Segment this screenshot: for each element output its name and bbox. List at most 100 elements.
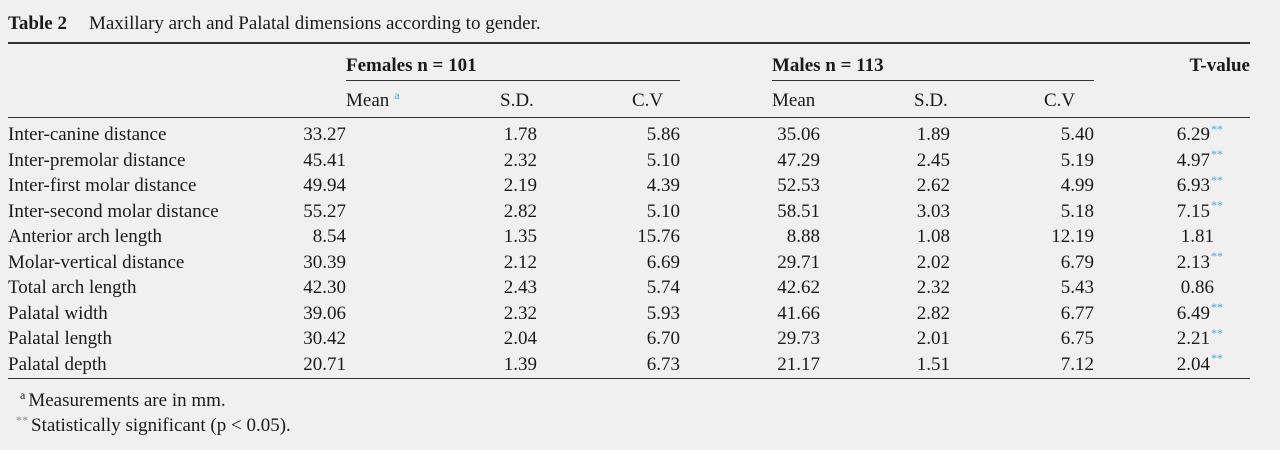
cell-f-cv: 5.86 <box>646 124 680 145</box>
cell-f-sd: 2.32 <box>503 302 537 324</box>
header-rule <box>8 117 1250 118</box>
cell-f-cv: 15.76 <box>637 226 680 247</box>
cell-m-cv: 6.77 <box>1060 302 1094 324</box>
table-title: Maxillary arch and Palatal dimensions ac… <box>88 13 541 34</box>
tvalue-header: T-value <box>1189 55 1250 76</box>
row-label: Inter-first molar distance <box>8 175 197 196</box>
cell-m-sd: 2.32 <box>916 277 950 298</box>
col-female-cv: C.V <box>632 90 664 111</box>
cell-t: 7.15** <box>1176 198 1223 222</box>
cell-f-mean: 20.71 <box>303 353 346 375</box>
col-female-mean: Mean a <box>346 87 400 111</box>
significance-mark[interactable]: ** <box>1211 300 1223 315</box>
cell-f-mean: 30.39 <box>303 251 346 273</box>
cell-f-cv: 6.73 <box>646 353 680 375</box>
cell-m-cv: 5.18 <box>1060 200 1094 222</box>
cell-f-cv: 4.39 <box>646 175 680 196</box>
cell-f-mean: 55.27 <box>303 200 346 222</box>
cell-f-sd: 2.82 <box>503 200 537 222</box>
cell-m-cv: 12.19 <box>1051 226 1094 247</box>
cell-f-sd: 1.39 <box>503 353 537 375</box>
cell-m-sd: 2.62 <box>916 175 950 196</box>
cell-m-mean: 58.51 <box>777 200 820 222</box>
cell-m-sd: 1.08 <box>916 226 950 247</box>
cell-m-mean: 29.71 <box>777 251 820 273</box>
males-group-header: Males n = 113 <box>772 55 884 76</box>
significance-mark[interactable]: ** <box>1211 325 1223 340</box>
cell-t: 2.21** <box>1176 325 1223 349</box>
cell-f-cv: 5.10 <box>646 200 680 222</box>
footnote-significance: ** Statistically significant (p < 0.05). <box>16 412 291 436</box>
row-label: Inter-premolar distance <box>8 149 186 171</box>
mean-note-mark[interactable]: a <box>394 87 400 102</box>
cell-f-cv: 5.74 <box>646 277 680 298</box>
significance-mark[interactable]: ** <box>1211 198 1223 213</box>
cell-m-sd: 1.89 <box>916 124 950 145</box>
cell-m-cv: 5.43 <box>1060 277 1094 298</box>
cell-f-sd: 2.04 <box>503 328 537 349</box>
significance-mark[interactable]: ** <box>1211 147 1223 162</box>
cell-f-cv: 5.93 <box>646 302 680 324</box>
cell-t: 6.93** <box>1176 172 1223 196</box>
row-label: Palatal depth <box>8 353 107 375</box>
cell-m-cv: 6.79 <box>1060 251 1094 273</box>
cell-f-mean: 33.27 <box>303 124 346 145</box>
cell-f-sd: 1.78 <box>503 124 537 145</box>
cell-m-mean: 21.17 <box>777 353 820 375</box>
row-label: Palatal width <box>8 302 108 324</box>
cell-f-sd: 2.32 <box>503 149 537 171</box>
cell-f-sd: 1.35 <box>503 226 537 247</box>
significance-mark[interactable]: ** <box>1211 121 1223 136</box>
cell-t: 2.13** <box>1176 249 1223 273</box>
cell-m-mean: 35.06 <box>777 124 820 145</box>
table-caption: Table 2 Maxillary arch and Palatal dimens… <box>8 13 541 35</box>
cell-m-sd: 2.01 <box>916 328 950 349</box>
row-label: Inter-canine distance <box>8 124 167 145</box>
cell-m-mean: 8.88 <box>786 226 820 247</box>
cell-m-sd: 2.45 <box>916 149 950 171</box>
bottom-rule <box>8 378 1250 379</box>
row-label: Inter-second molar distance <box>8 200 219 222</box>
col-male-sd: S.D. <box>914 90 948 111</box>
cell-m-cv: 6.75 <box>1060 328 1094 349</box>
cell-m-mean: 29.73 <box>777 328 820 349</box>
row-label: Anterior arch length <box>8 226 163 247</box>
cell-f-cv: 6.69 <box>646 251 680 273</box>
females-group-header: Females n = 101 <box>346 55 477 76</box>
cell-m-cv: 5.19 <box>1060 149 1094 171</box>
cell-f-mean: 45.41 <box>303 149 346 171</box>
cell-m-cv: 7.12 <box>1060 353 1094 375</box>
top-rule <box>8 42 1250 44</box>
cell-f-sd: 2.19 <box>503 175 537 196</box>
cell-m-mean: 42.62 <box>777 277 820 298</box>
cell-m-cv: 4.99 <box>1060 175 1094 196</box>
cell-t: 6.29** <box>1176 121 1223 145</box>
cell-m-sd: 2.02 <box>916 251 950 273</box>
footnote-a: a Measurements are in mm. <box>20 387 226 411</box>
cell-t: 2.04** <box>1176 351 1223 375</box>
cell-f-cv: 6.70 <box>646 328 680 349</box>
significance-mark[interactable]: ** <box>1211 249 1223 264</box>
cell-m-sd: 2.82 <box>916 302 950 324</box>
cell-f-cv: 5.10 <box>646 149 680 171</box>
cell-m-sd: 1.51 <box>916 353 950 375</box>
row-label: Total arch length <box>8 277 137 298</box>
cell-t: 6.49** <box>1176 300 1223 324</box>
cell-t: 0.86 <box>1180 277 1214 298</box>
significance-mark[interactable]: ** <box>1211 172 1223 187</box>
cell-f-mean: 39.06 <box>303 302 346 324</box>
cell-f-mean: 8.54 <box>312 226 346 247</box>
table-label: Table 2 <box>8 13 67 34</box>
cell-f-sd: 2.12 <box>503 251 537 273</box>
col-female-sd: S.D. <box>500 90 534 111</box>
row-label: Palatal length <box>8 328 112 349</box>
significance-mark[interactable]: ** <box>1211 351 1223 366</box>
cell-m-mean: 52.53 <box>777 175 820 196</box>
col-male-mean: Mean <box>772 90 816 111</box>
cell-m-sd: 3.03 <box>916 200 950 222</box>
cell-m-mean: 41.66 <box>777 302 820 324</box>
cell-t: 1.81 <box>1180 226 1214 247</box>
cell-f-sd: 2.43 <box>503 277 537 298</box>
cell-m-cv: 5.40 <box>1060 124 1094 145</box>
males-subrule <box>772 80 1094 81</box>
